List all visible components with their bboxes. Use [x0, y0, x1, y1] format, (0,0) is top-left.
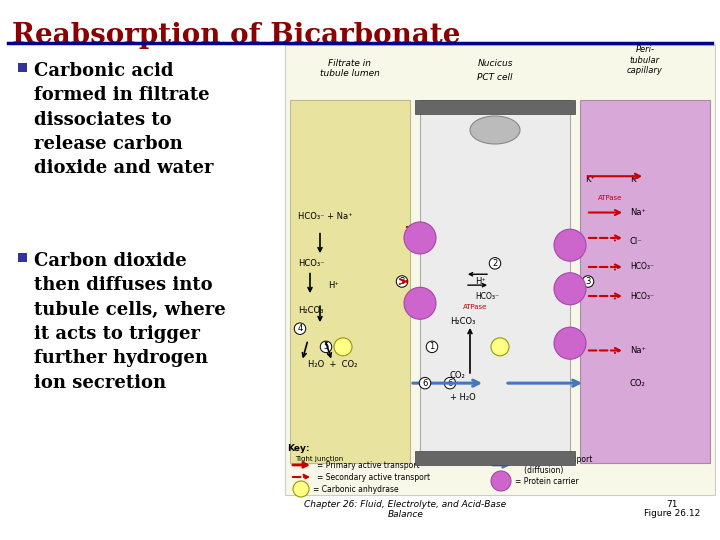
Text: PCT cell: PCT cell	[477, 73, 513, 82]
Text: 4: 4	[297, 324, 302, 333]
FancyBboxPatch shape	[415, 451, 575, 465]
Text: H⁺: H⁺	[475, 277, 486, 286]
Circle shape	[554, 273, 586, 305]
Text: = Primary active transport: = Primary active transport	[317, 461, 420, 469]
Text: HCO₃⁻ + Na⁺: HCO₃⁻ + Na⁺	[298, 212, 353, 221]
FancyBboxPatch shape	[415, 100, 575, 114]
Text: 1: 1	[429, 342, 435, 352]
Text: CO₂: CO₂	[630, 379, 646, 388]
Text: Na⁺: Na⁺	[630, 208, 646, 217]
Text: H₂CO₃: H₂CO₃	[450, 317, 475, 326]
Text: Key:: Key:	[287, 444, 310, 453]
FancyBboxPatch shape	[580, 100, 710, 463]
Circle shape	[491, 338, 509, 356]
Circle shape	[554, 229, 586, 261]
Text: Cl⁻: Cl⁻	[630, 237, 643, 246]
Circle shape	[404, 287, 436, 319]
Text: Tight junction: Tight junction	[295, 456, 343, 462]
Text: Figure 26.12: Figure 26.12	[644, 509, 700, 518]
FancyBboxPatch shape	[420, 100, 570, 463]
Text: + H₂O: + H₂O	[450, 393, 476, 402]
Text: Reabsorption of Bicarbonate: Reabsorption of Bicarbonate	[12, 22, 461, 49]
Text: 3: 3	[400, 277, 405, 286]
Text: HCO₃⁻: HCO₃⁻	[475, 292, 499, 301]
Circle shape	[404, 222, 436, 254]
Text: CO₂: CO₂	[450, 372, 466, 380]
Text: 6: 6	[447, 379, 453, 388]
Bar	[18, 253, 27, 262]
Text: 6: 6	[423, 379, 428, 388]
Text: Peri-
tubular
capillary: Peri- tubular capillary	[627, 45, 663, 75]
Text: 2: 2	[492, 259, 498, 268]
Text: CA: CA	[338, 345, 347, 349]
FancyBboxPatch shape	[285, 45, 715, 495]
Text: = Passive transport
   (diffusion): = Passive transport (diffusion)	[517, 455, 593, 475]
Text: HCO₃⁻: HCO₃⁻	[630, 262, 654, 272]
Text: CA: CA	[297, 487, 305, 491]
Text: Filtrate in
tubule lumen: Filtrate in tubule lumen	[320, 59, 380, 78]
Text: Carbonic acid
formed in filtrate
dissociates to
release carbon
dioxide and water: Carbonic acid formed in filtrate dissoci…	[34, 62, 214, 177]
Text: Nucicus: Nucicus	[477, 59, 513, 68]
Text: CA: CA	[495, 345, 504, 349]
Text: = Secondary active transport: = Secondary active transport	[317, 472, 430, 482]
Text: = Carbonic anhydrase: = Carbonic anhydrase	[313, 484, 399, 494]
Text: H₂O  +  CO₂: H₂O + CO₂	[308, 361, 357, 369]
Text: Chapter 26: Fluid, Electrolyte, and Acid-Base
Balance: Chapter 26: Fluid, Electrolyte, and Acid…	[305, 500, 506, 519]
Circle shape	[554, 327, 586, 359]
Text: K⁺: K⁺	[585, 176, 595, 184]
Text: HCO₃⁻: HCO₃⁻	[630, 292, 654, 301]
FancyBboxPatch shape	[290, 100, 410, 463]
Text: H⁺: H⁺	[328, 281, 339, 289]
Text: 3: 3	[585, 277, 590, 286]
Text: H₂CO₃: H₂CO₃	[298, 306, 323, 315]
Text: HCO₃⁻: HCO₃⁻	[298, 259, 325, 268]
Text: K⁺: K⁺	[630, 176, 640, 184]
Text: Na⁺: Na⁺	[630, 346, 646, 355]
Text: Carbon dioxide
then diffuses into
tubule cells, where
it acts to trigger
further: Carbon dioxide then diffuses into tubule…	[34, 252, 226, 392]
Circle shape	[293, 481, 309, 497]
Ellipse shape	[470, 116, 520, 144]
Text: 5: 5	[323, 342, 328, 352]
Text: 71: 71	[666, 500, 678, 509]
Text: = Protein carrier: = Protein carrier	[515, 476, 579, 485]
Text: ATPase: ATPase	[463, 304, 487, 310]
Circle shape	[491, 471, 511, 491]
Bar	[18, 63, 27, 72]
Text: ATPase: ATPase	[598, 195, 622, 201]
Circle shape	[334, 338, 352, 356]
